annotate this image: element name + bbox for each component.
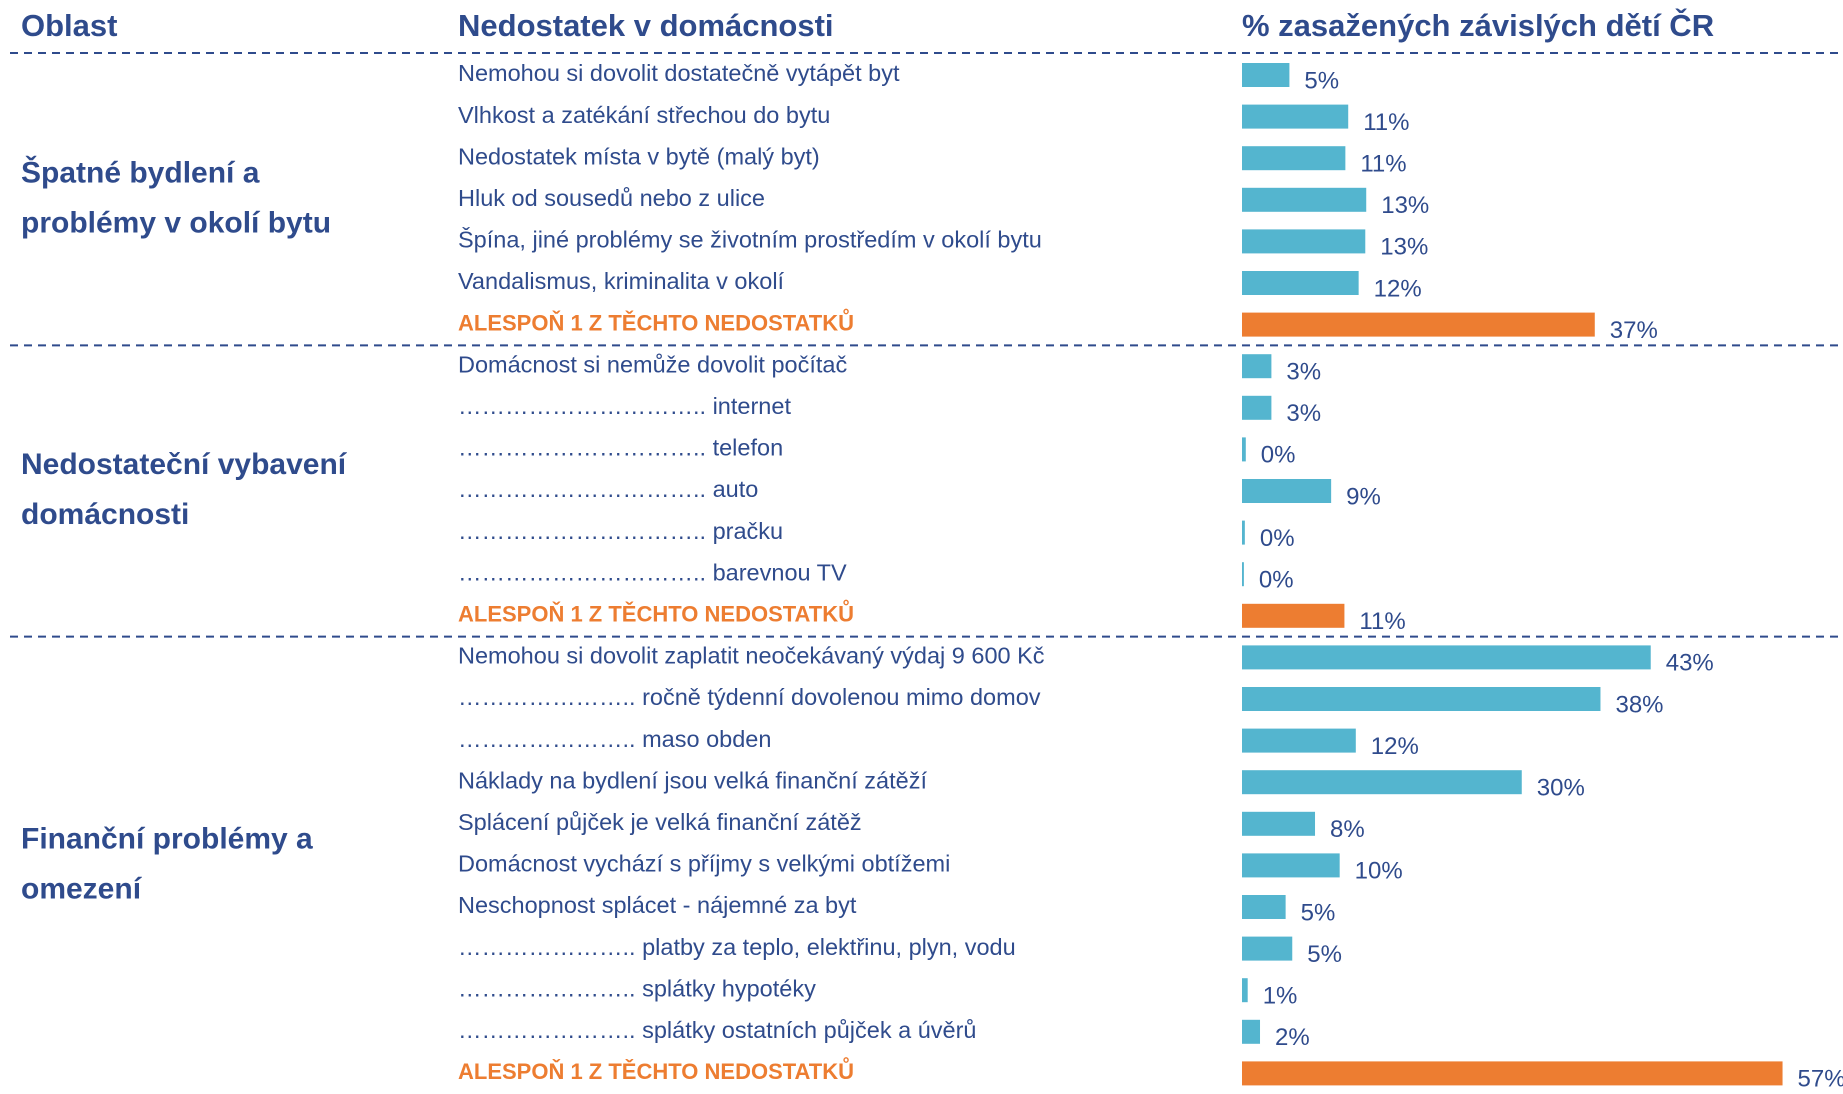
value-label: 13%	[1380, 234, 1428, 261]
bar	[1242, 770, 1522, 795]
bar	[1242, 479, 1332, 503]
total-label: ALESPOŇ 1 Z TĚCHTO NEDOSTATKŮ	[458, 307, 854, 335]
row-label: Neschopnost splácet - nájemné za byt	[458, 892, 857, 918]
value-label: 13%	[1381, 192, 1429, 219]
bar	[1242, 1061, 1783, 1086]
row-label: Domácnost si nemůže dovolit počítač	[458, 351, 847, 377]
value-label: 8%	[1330, 816, 1365, 843]
row-label: ………………….. splátky hypotéky	[458, 975, 816, 1001]
row-label: ………………….. maso obden	[458, 726, 771, 752]
row-label: ………………………….. barevnou TV	[458, 559, 847, 585]
group-label: omezení	[21, 872, 143, 905]
value-label: 30%	[1537, 775, 1585, 802]
group-label: Nedostateční vybavení	[21, 448, 348, 481]
group-label: domácnosti	[21, 498, 189, 531]
bar	[1242, 520, 1245, 545]
value-label: 10%	[1355, 858, 1403, 885]
bar	[1242, 936, 1293, 961]
bar	[1242, 271, 1359, 295]
value-label: 12%	[1371, 733, 1419, 760]
value-label: 5%	[1304, 67, 1339, 94]
bar	[1242, 187, 1367, 212]
value-label: 2%	[1275, 1024, 1310, 1051]
value-label: 43%	[1666, 650, 1714, 677]
row-label: Domácnost vychází s příjmy s velkými obt…	[458, 851, 950, 877]
group-label: problémy v okolí bytu	[21, 207, 331, 240]
value-label: 12%	[1374, 275, 1422, 302]
row-label: Nemohou si dovolit dostatečně vytápět by…	[458, 60, 900, 86]
bar	[1242, 603, 1345, 628]
bar	[1242, 562, 1244, 587]
total-label: ALESPOŇ 1 Z TĚCHTO NEDOSTATKŮ	[458, 599, 854, 627]
bar	[1242, 229, 1366, 254]
bar	[1242, 395, 1272, 420]
row-label: Vlhkost a zatékání střechou do bytu	[458, 102, 830, 128]
row-label: Hluk od sousedů nebo z ulice	[458, 185, 765, 211]
value-label: 5%	[1301, 899, 1336, 926]
value-label: 5%	[1307, 941, 1342, 968]
bar	[1242, 104, 1349, 129]
row-label: Nemohou si dovolit zaplatit neočekávaný …	[458, 643, 1045, 669]
value-label: 3%	[1286, 359, 1321, 386]
value-label: 11%	[1363, 109, 1409, 136]
group-label: Finanční problémy a	[21, 822, 313, 855]
row-label: ………………….. splátky ostatních půjček a úvě…	[458, 1017, 977, 1043]
value-label: 37%	[1610, 317, 1658, 344]
bar	[1242, 978, 1248, 1003]
value-label: 11%	[1360, 151, 1406, 178]
value-label: 3%	[1286, 400, 1321, 427]
value-label: 38%	[1615, 691, 1663, 718]
row-label: Vandalismus, kriminalita v okolí	[458, 268, 785, 294]
bar	[1242, 895, 1286, 919]
row-label: ………………………….. internet	[458, 393, 791, 419]
bar	[1242, 728, 1356, 753]
bar	[1242, 645, 1651, 670]
row-label: ………………………….. telefon	[458, 435, 783, 461]
value-label: 57%	[1798, 1066, 1843, 1093]
row-label: ………………….. platby za teplo, elektřinu, pl…	[458, 934, 1016, 960]
row-label: ………………………….. pračku	[458, 518, 783, 544]
value-label: 0%	[1260, 525, 1295, 552]
header: Oblast	[21, 8, 117, 43]
bar	[1242, 354, 1272, 379]
value-label: 1%	[1263, 983, 1298, 1010]
bar	[1242, 687, 1601, 711]
value-label: 0%	[1261, 442, 1296, 469]
bar	[1242, 811, 1316, 836]
row-label: Náklady na bydlení jsou velká finanční z…	[458, 767, 927, 793]
value-label: 0%	[1259, 567, 1294, 594]
header: Nedostatek v domácnosti	[458, 8, 834, 43]
bar	[1242, 146, 1346, 171]
bar	[1242, 437, 1246, 462]
bar	[1242, 1019, 1261, 1044]
value-label: 9%	[1346, 483, 1381, 510]
row-label: Splácení půjček je velká finanční zátěž	[458, 809, 862, 835]
total-label: ALESPOŇ 1 Z TĚCHTO NEDOSTATKŮ	[458, 1056, 854, 1084]
row-label: Špína, jiné problémy se životním prostře…	[458, 226, 1042, 253]
row-label: Nedostatek místa v bytě (malý byt)	[458, 143, 820, 169]
header: % zasažených závislých dětí ČR	[1242, 7, 1714, 43]
group-label: Špatné bydlení a	[21, 156, 260, 190]
row-label: ………………………….. auto	[458, 476, 758, 502]
bar	[1242, 853, 1340, 878]
bar	[1242, 312, 1595, 337]
row-label: ………………….. ročně týdenní dovolenou mimo d…	[458, 684, 1041, 710]
value-label: 11%	[1359, 608, 1405, 635]
bar	[1242, 63, 1290, 87]
